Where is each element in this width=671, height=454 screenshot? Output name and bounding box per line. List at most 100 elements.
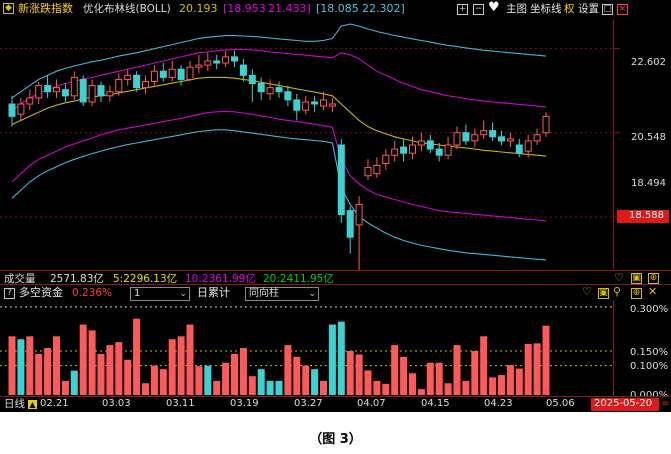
flow-bar: [471, 350, 479, 395]
boll-outer-lower-line: [11, 129, 547, 261]
index-title: 新涨跌指数: [18, 2, 73, 15]
volume-favorite-heart-icon[interactable]: ♡: [614, 271, 624, 284]
candle: [53, 79, 60, 98]
date-tick-label: 03.19: [230, 398, 259, 409]
flow-favorite-heart-icon[interactable]: ♡: [582, 285, 592, 298]
candle-body: [124, 74, 132, 80]
candle-body: [444, 144, 452, 156]
candle-body: [222, 56, 230, 64]
candle-body: [400, 146, 408, 154]
candle: [302, 95, 310, 115]
indicator-name[interactable]: 优化布林线(BOLL): [83, 3, 171, 15]
flow-bar: [409, 373, 416, 395]
candle: [498, 130, 505, 145]
price-tick-label: 20.548: [631, 132, 666, 143]
period-select[interactable]: 1 ⌄: [130, 287, 190, 301]
current-date-value: 2025-05-20: [594, 398, 653, 409]
candle: [239, 58, 247, 82]
candle-body: [142, 80, 149, 89]
date-tick-label: 04.15: [421, 398, 450, 409]
candle-body: [435, 148, 443, 156]
flow-bar: [26, 336, 34, 395]
candle-body: [26, 97, 34, 105]
candle: [213, 54, 221, 70]
flow-bar: [79, 324, 87, 395]
candle: [328, 97, 336, 113]
candle-body: [373, 164, 381, 175]
flow-bar: [382, 383, 390, 395]
candle-body: [70, 76, 78, 97]
style-select-value: 同向柱: [249, 288, 279, 299]
flow-close-icon[interactable]: ✕: [648, 285, 658, 298]
volume-save-icon[interactable]: ▣: [631, 273, 642, 284]
candle: [150, 65, 158, 86]
candle: [17, 97, 25, 121]
triangle-up-icon[interactable]: ▲: [28, 400, 37, 409]
flow-bar: [373, 380, 381, 395]
volume-zoom-icon[interactable]: ⊕: [648, 273, 659, 284]
favorite-heart-icon[interactable]: ♥: [488, 0, 500, 15]
settings-button[interactable]: 设置: [578, 3, 599, 15]
flow-tick-label: 0.300%: [630, 304, 669, 315]
fund-flow-chart[interactable]: [0, 300, 671, 396]
flow-bar: [320, 380, 327, 395]
main-chart-button[interactable]: 主图: [506, 3, 527, 15]
candle: [204, 52, 212, 72]
candle-body: [186, 66, 194, 80]
volume-ma10: 10:2361.99亿: [185, 273, 256, 285]
candle-body: [239, 64, 247, 76]
flow-save-icon[interactable]: ▣: [598, 288, 609, 299]
flow-bar: [257, 369, 265, 395]
candle-body: [88, 85, 96, 103]
flow-bar: [61, 380, 69, 395]
flow-bar: [88, 330, 96, 395]
minus-icon[interactable]: −: [473, 4, 484, 15]
flow-bar: [462, 380, 470, 395]
period-select-value: 1: [134, 288, 141, 299]
close-icon[interactable]: ×: [617, 4, 628, 15]
candle: [177, 65, 185, 86]
price-tick-label: 18.494: [631, 178, 666, 189]
flow-bar: [524, 343, 532, 395]
price-chart[interactable]: [0, 20, 671, 270]
date-marker-icon: =: [661, 398, 670, 409]
axis-line-button[interactable]: 坐标线: [530, 3, 562, 15]
flow-pin-icon[interactable]: ⚲: [613, 285, 622, 298]
candle-body: [426, 140, 434, 150]
flow-bar: [337, 321, 345, 395]
candle: [311, 95, 319, 113]
flow-bar: [498, 375, 505, 395]
date-axis-bar: [0, 396, 671, 412]
flow-bar: [453, 345, 461, 395]
flow-settings-icon[interactable]: ?: [4, 288, 15, 299]
candle: [444, 136, 452, 160]
candle: [453, 126, 461, 150]
boll-inner-lower-value: [18.953: [223, 2, 266, 15]
flow-bar: [195, 366, 203, 395]
candle: [435, 142, 443, 162]
candle-body: [409, 144, 416, 154]
restore-icon[interactable]: ▢: [602, 4, 613, 15]
flow-bar: [35, 353, 43, 395]
candle-body: [106, 91, 114, 97]
current-price-value: 18.588: [629, 210, 664, 221]
flow-zoom-icon[interactable]: ⊕: [631, 288, 642, 299]
candle-body: [61, 89, 69, 97]
candle-body: [355, 203, 363, 226]
flow-bar: [391, 345, 399, 395]
flow-bar: [328, 324, 336, 395]
window-menu-icon[interactable]: ◆: [3, 3, 14, 14]
flow-bar: [204, 365, 212, 395]
flow-bar: [355, 354, 363, 395]
candle-body: [266, 87, 274, 95]
candle-body: [97, 85, 105, 97]
flow-bar: [186, 324, 194, 395]
style-select[interactable]: 同向柱 ⌄: [245, 287, 319, 301]
candle-body: [417, 140, 425, 146]
plus-icon[interactable]: +: [457, 4, 468, 15]
period-label[interactable]: 日线: [4, 398, 25, 410]
candle: [26, 89, 34, 111]
flow-bar: [248, 376, 256, 395]
weight-button[interactable]: 权: [564, 3, 575, 15]
date-tick-label: 04.07: [357, 398, 386, 409]
